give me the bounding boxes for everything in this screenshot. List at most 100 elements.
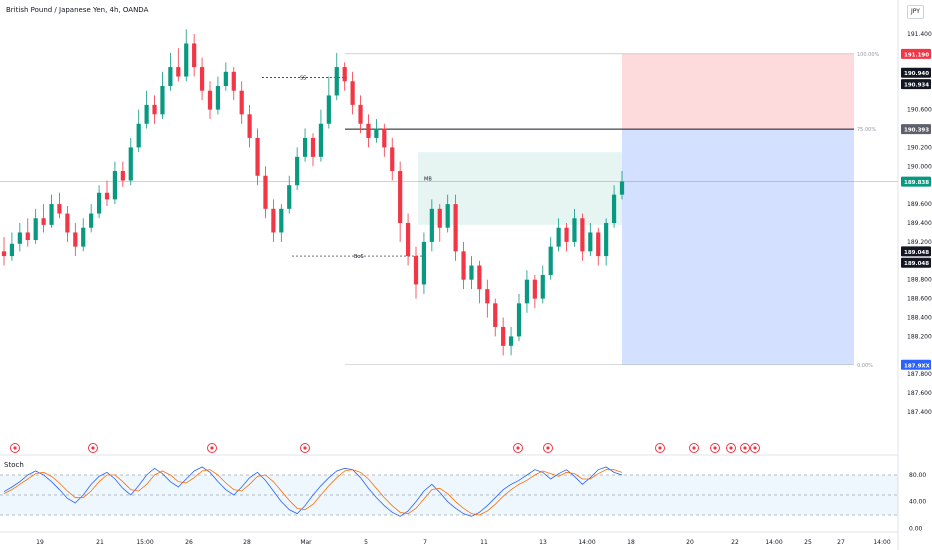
stoch-d-line	[3, 469, 623, 516]
stoch-axis-tick: 80.00	[909, 472, 926, 479]
candle-body	[588, 232, 593, 252]
candle-body	[128, 147, 133, 181]
price-label-box	[901, 79, 931, 90]
time-axis-tick: 14:00	[578, 539, 595, 546]
candle-body	[207, 90, 213, 110]
price-label-value: 189.838	[904, 180, 929, 186]
time-axis-tick: 28	[243, 539, 251, 546]
ss-label: SS	[300, 75, 306, 81]
event-marker-dot	[692, 446, 696, 450]
stoch-k-line	[3, 466, 623, 517]
candle-body	[96, 192, 102, 214]
event-marker-dot	[303, 446, 307, 450]
candle-body	[540, 274, 545, 299]
price-label-value: 190.940	[904, 71, 929, 77]
price-axis-tick: 190.000	[907, 163, 932, 170]
candle-body	[437, 208, 442, 228]
candle-body	[295, 156, 300, 186]
candle-body	[508, 336, 514, 346]
candle-body	[41, 218, 46, 225]
candle-body	[271, 208, 276, 233]
price-label-value: 190.393	[904, 128, 929, 134]
candle-body	[366, 123, 371, 138]
candle-body	[382, 128, 387, 148]
candle-body	[247, 114, 252, 138]
candle-body	[493, 303, 498, 327]
candle-body	[263, 175, 268, 209]
candle-body	[334, 67, 339, 96]
mb-zone	[418, 152, 622, 225]
candle-body	[485, 289, 490, 304]
candle-body	[524, 279, 530, 304]
candle-body	[49, 204, 54, 225]
candle-body	[429, 208, 434, 242]
candle-body	[17, 232, 22, 244]
time-axis-tick: 11	[480, 539, 488, 546]
candle-body	[374, 128, 379, 138]
mb-label: MB	[424, 176, 432, 182]
event-marker-dot	[91, 446, 95, 450]
time-axis-tick: 21	[96, 539, 104, 546]
fib-level-label: 0.00%	[857, 363, 873, 369]
candle-body	[469, 265, 474, 280]
candle-body	[318, 123, 324, 157]
candle-body	[580, 218, 585, 252]
price-label-value: 190.934	[904, 83, 929, 89]
price-axis-tick: 188.600	[907, 296, 932, 303]
time-axis-tick: 25	[804, 539, 812, 546]
price-label-box	[901, 359, 931, 370]
candle-body	[461, 251, 466, 280]
candle-body	[176, 67, 181, 77]
candle-body	[25, 232, 30, 241]
stop-loss-zone	[622, 53, 854, 130]
time-axis-tick: 14:00	[873, 539, 890, 546]
candle-body	[73, 232, 78, 247]
event-marker-dot	[658, 446, 662, 450]
candle-body	[413, 256, 419, 285]
price-axis-tick: 191.400	[907, 31, 932, 38]
candle-body	[310, 137, 316, 157]
event-marker-dot	[210, 446, 214, 450]
candle-body	[136, 123, 141, 148]
candle-body	[564, 227, 569, 242]
price-label-box	[901, 176, 931, 187]
price-axis-tick: 189.400	[907, 220, 932, 227]
stoch-axis-tick: 0.00	[909, 525, 923, 532]
candle-body	[192, 43, 197, 68]
price-label-value: 189.048	[904, 261, 929, 267]
candle-body	[57, 204, 62, 214]
currency-toggle[interactable]: JPY	[907, 5, 924, 19]
time-axis-tick: 19	[36, 539, 44, 546]
candle-body	[350, 81, 355, 105]
take-profit-zone	[622, 129, 854, 365]
candle-body	[184, 43, 189, 77]
time-axis-tick: 14:00	[765, 539, 782, 546]
candle-body	[390, 147, 395, 172]
candle-body	[611, 194, 617, 223]
candle-body	[572, 218, 577, 242]
candle-body	[596, 232, 601, 257]
candle-body	[302, 137, 308, 157]
fib-level-label: 75.00%	[857, 127, 876, 133]
time-axis-tick: 13	[539, 539, 547, 546]
price-label-value: 189.048	[904, 250, 929, 256]
price-axis-tick: 189.600	[907, 201, 932, 208]
price-axis-tick: 188.800	[907, 277, 932, 284]
candle-body	[1, 251, 7, 257]
event-marker-dot	[729, 446, 733, 450]
candle-body	[152, 104, 157, 115]
time-axis-tick: 15:00	[136, 539, 153, 546]
time-axis-tick: 20	[686, 539, 694, 546]
candle-body	[144, 104, 149, 124]
price-label-box	[901, 48, 931, 59]
candle-body	[501, 326, 506, 346]
event-marker-dot	[13, 446, 17, 450]
candle-body	[168, 67, 173, 86]
candle-body	[104, 192, 110, 200]
event-marker-dot	[743, 446, 747, 450]
price-axis-tick: 187.400	[907, 409, 932, 416]
candle-body	[33, 218, 38, 241]
candle-body	[604, 223, 609, 257]
price-axis-tick: 190.200	[907, 144, 932, 151]
